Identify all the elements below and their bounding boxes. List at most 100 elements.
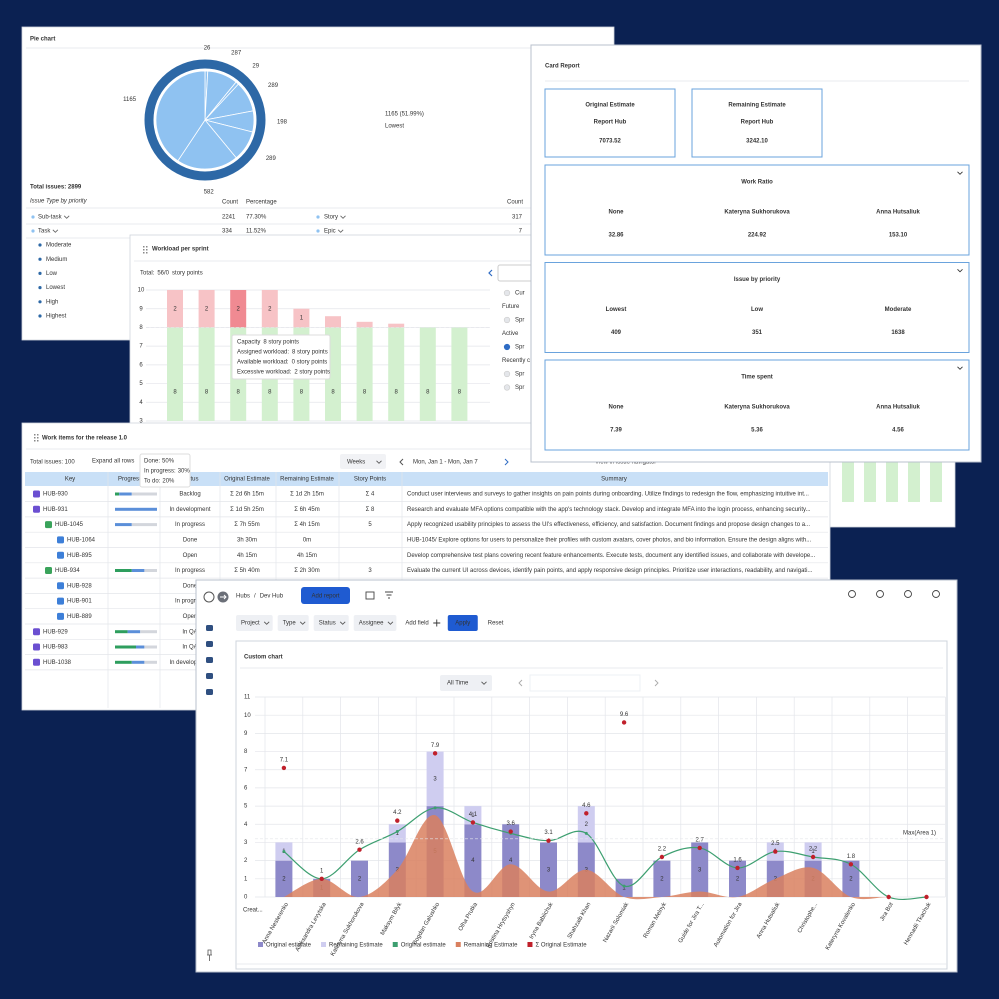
summary: Conduct user interviews and surveys to g… [407, 492, 809, 498]
status: In QA [182, 629, 197, 635]
filter[interactable] [353, 615, 397, 631]
bar [464, 806, 482, 825]
bar [729, 860, 746, 897]
button[interactable] [447, 615, 478, 631]
panel-title: Pie chart [30, 37, 55, 43]
breadcrumb: / [254, 594, 256, 600]
tooltip-value: 8 story points [263, 340, 299, 346]
type-icon [57, 597, 64, 605]
section-value: 5.36 [751, 428, 763, 434]
legend-label: Σ Original Estimate [535, 943, 587, 949]
bar-label: 1 [811, 849, 815, 855]
dot [848, 862, 854, 867]
column-header: Key [65, 477, 75, 483]
button[interactable] [301, 587, 350, 604]
filter-icon [385, 591, 393, 599]
chevron [481, 681, 487, 685]
x-axis-label: Creat... [243, 908, 263, 914]
tool-icon [932, 590, 940, 598]
reset: Reset [488, 621, 504, 627]
progress-segment [115, 492, 120, 496]
bar [451, 327, 468, 421]
type-icon [57, 612, 64, 620]
dot [697, 845, 702, 851]
bar-label: 2 [205, 306, 209, 312]
section-value: 7.39 [610, 428, 622, 434]
summary: Develop comprehensive test plans coverin… [407, 553, 816, 559]
section-value: 1638 [891, 330, 905, 336]
row-count: 334 [222, 229, 233, 235]
pie-slice [177, 119, 237, 170]
bar [540, 842, 557, 897]
nav-arrow [504, 458, 509, 466]
filter[interactable] [277, 615, 309, 631]
dot [546, 838, 551, 843]
bar-label: 8 [458, 390, 462, 396]
issue-key: HUB-928 [67, 583, 92, 589]
summary: Evaluate the current UI across devices, … [407, 568, 813, 574]
dot-label: 1.8 [847, 854, 856, 860]
row-count: 2241 [222, 215, 236, 221]
bar-label: 2 [173, 306, 177, 312]
dot-label: 4.1 [469, 812, 478, 818]
dot [735, 865, 740, 871]
panel-title: Workload per sprint [152, 247, 209, 253]
type-icon [57, 536, 64, 544]
section-value: 32.86 [608, 233, 624, 239]
filter[interactable] [313, 615, 349, 631]
bullet [38, 300, 42, 304]
filter[interactable] [236, 615, 273, 631]
y-tick-label: 3 [244, 840, 248, 846]
dot-label: 3.1 [544, 830, 553, 836]
dot [319, 876, 324, 882]
column-header: Count [507, 200, 523, 206]
area [283, 814, 927, 900]
y-tick-label: 2 [244, 858, 248, 864]
y-tick-label: 6 [139, 362, 143, 368]
slice-label: 29 [252, 63, 259, 69]
table-header [25, 472, 828, 486]
tooltip [231, 334, 331, 380]
status: In progress [175, 599, 205, 605]
priority: Highest [46, 314, 67, 320]
section-label: Low [751, 307, 763, 313]
chevron [337, 229, 344, 233]
bar-label: 3 [547, 867, 551, 873]
issue-key: HUB-931 [43, 507, 68, 513]
bullet [38, 314, 42, 318]
tool-icon [876, 590, 884, 598]
summary: HUB-1045/ Explore options for users to p… [407, 537, 812, 543]
line-point [282, 850, 286, 854]
bar-label: 2 [268, 306, 272, 312]
dot-label: 2.5 [771, 841, 780, 847]
legend-label: Original estimate [266, 943, 312, 949]
bar [351, 860, 368, 897]
estimate-sub: Report Hub [594, 120, 627, 126]
bar [167, 290, 183, 328]
panel-title: Work items for the release 1.0 [42, 436, 128, 442]
type-icon [33, 490, 40, 498]
filter-label: Status [319, 621, 336, 627]
tooltip-value: 30% [178, 469, 191, 475]
estimate-sub: Report Hub [741, 120, 774, 126]
y-tick-label: 8 [139, 325, 143, 331]
chevron [63, 215, 70, 219]
section [544, 262, 970, 353]
tooltip-label: Excessive workload: [237, 370, 292, 376]
bar [356, 321, 373, 328]
drag-handle [34, 434, 39, 442]
tool-icon [848, 590, 856, 598]
dot [584, 811, 589, 816]
bullet [31, 229, 35, 233]
status: Open [183, 553, 198, 559]
row-name: Task [38, 229, 51, 235]
legend-swatch [455, 942, 461, 947]
expand: Expand all rows [92, 459, 134, 465]
dot [924, 894, 929, 900]
section-label: Kateryna Sukhorukova [724, 210, 790, 216]
y-tick-label: 10 [244, 713, 251, 719]
estimate-value: 3242.10 [746, 139, 768, 145]
bar-label: 2 [736, 876, 740, 882]
progress-segment [115, 569, 132, 572]
dropdown[interactable] [440, 675, 492, 691]
